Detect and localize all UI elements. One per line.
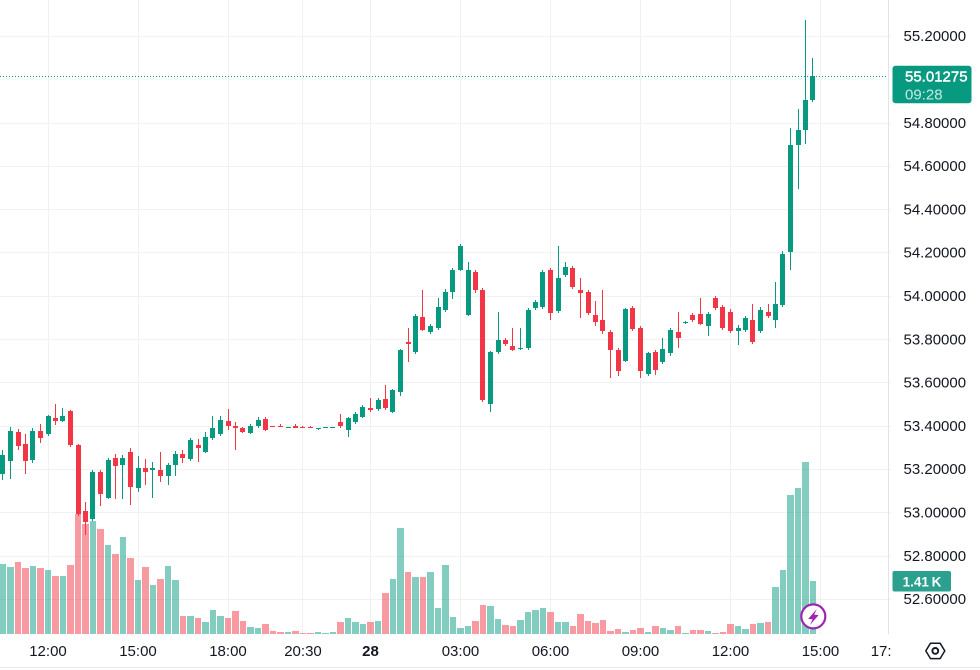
- svg-text:15:00: 15:00: [802, 643, 840, 660]
- svg-text:09:28: 09:28: [905, 87, 943, 104]
- svg-text:28: 28: [362, 643, 379, 660]
- svg-text:12:00: 12:00: [712, 643, 750, 660]
- svg-text:1.41 K: 1.41 K: [903, 574, 942, 589]
- svg-text:55.20000: 55.20000: [904, 28, 967, 45]
- svg-text:52.60000: 52.60000: [904, 591, 967, 608]
- svg-text:55.01275: 55.01275: [905, 69, 968, 86]
- svg-text:53.20000: 53.20000: [904, 461, 967, 478]
- svg-text:17:: 17:: [871, 643, 892, 660]
- svg-text:15:00: 15:00: [119, 643, 157, 660]
- svg-text:52.80000: 52.80000: [904, 548, 967, 565]
- svg-text:09:00: 09:00: [622, 643, 660, 660]
- svg-text:53.40000: 53.40000: [904, 418, 967, 435]
- svg-text:53.80000: 53.80000: [904, 331, 967, 348]
- svg-text:20:30: 20:30: [284, 643, 322, 660]
- svg-text:53.00000: 53.00000: [904, 505, 967, 522]
- svg-text:53.60000: 53.60000: [904, 375, 967, 392]
- svg-text:03:00: 03:00: [442, 643, 480, 660]
- svg-text:54.00000: 54.00000: [904, 288, 967, 305]
- svg-text:06:00: 06:00: [532, 643, 570, 660]
- svg-text:54.20000: 54.20000: [904, 245, 967, 262]
- svg-text:54.60000: 54.60000: [904, 158, 967, 175]
- svg-text:54.80000: 54.80000: [904, 115, 967, 132]
- svg-text:54.40000: 54.40000: [904, 201, 967, 218]
- svg-text:12:00: 12:00: [29, 643, 67, 660]
- svg-text:18:00: 18:00: [209, 643, 247, 660]
